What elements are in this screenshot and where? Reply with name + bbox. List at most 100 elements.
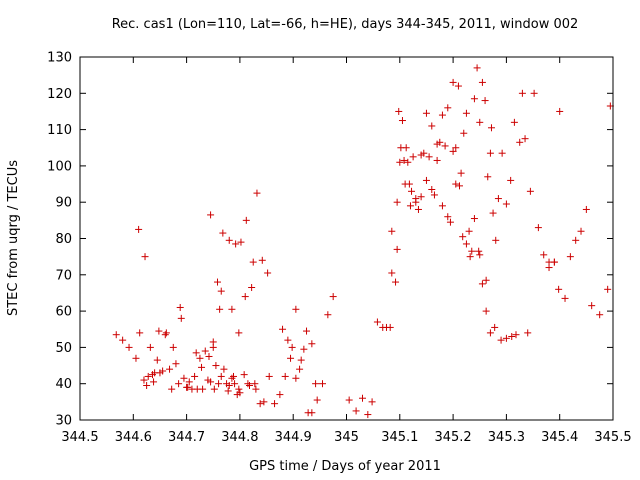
x-tick-label: 345.2 bbox=[434, 430, 471, 445]
data-point bbox=[476, 251, 484, 259]
data-point bbox=[433, 140, 441, 148]
data-point bbox=[312, 380, 320, 388]
data-point bbox=[566, 253, 574, 261]
data-point bbox=[402, 144, 410, 152]
data-point bbox=[409, 153, 417, 161]
data-point bbox=[398, 117, 406, 125]
data-point bbox=[215, 380, 223, 388]
data-point bbox=[454, 82, 462, 90]
data-point bbox=[319, 380, 327, 388]
data-point bbox=[228, 374, 236, 382]
data-point bbox=[561, 294, 569, 302]
data-point bbox=[150, 378, 158, 386]
data-point bbox=[473, 64, 481, 72]
data-point bbox=[596, 311, 604, 319]
x-tick-label: 344.9 bbox=[275, 430, 312, 445]
data-point bbox=[386, 323, 394, 331]
data-point bbox=[235, 385, 243, 393]
data-point bbox=[232, 240, 240, 248]
data-point bbox=[428, 122, 436, 130]
data-point bbox=[449, 147, 457, 155]
data-point bbox=[526, 187, 534, 195]
data-point bbox=[198, 363, 206, 371]
data-point bbox=[287, 354, 295, 362]
data-point bbox=[313, 396, 321, 404]
data-point bbox=[368, 398, 376, 406]
data-point bbox=[470, 215, 478, 223]
data-point bbox=[256, 400, 264, 408]
data-point bbox=[452, 180, 460, 188]
data-point bbox=[457, 169, 465, 177]
data-point bbox=[168, 385, 176, 393]
data-point bbox=[577, 227, 585, 235]
data-point bbox=[422, 176, 430, 184]
data-point bbox=[136, 329, 144, 337]
data-point bbox=[438, 111, 446, 119]
data-point bbox=[216, 305, 224, 313]
y-tick-label: 60 bbox=[55, 305, 72, 320]
data-point bbox=[417, 151, 425, 159]
data-point bbox=[271, 400, 279, 408]
x-tick-label: 344.7 bbox=[168, 430, 205, 445]
chart-title: Rec. cas1 (Lon=110, Lat=-66, h=HE), days… bbox=[112, 17, 579, 32]
data-point bbox=[510, 118, 518, 126]
data-point bbox=[284, 336, 292, 344]
y-tick-label: 50 bbox=[55, 341, 72, 356]
data-point bbox=[417, 193, 425, 201]
data-point bbox=[487, 124, 495, 132]
data-point bbox=[455, 182, 463, 190]
data-point bbox=[224, 387, 232, 395]
data-point bbox=[132, 354, 140, 362]
data-point bbox=[444, 104, 452, 112]
data-point bbox=[502, 334, 510, 342]
plot-frame bbox=[79, 56, 614, 421]
x-tick-label: 345.1 bbox=[381, 430, 418, 445]
x-tick-label: 345 bbox=[334, 430, 359, 445]
data-point bbox=[253, 189, 261, 197]
x-tick-label: 345.4 bbox=[541, 430, 578, 445]
data-point bbox=[297, 356, 305, 364]
data-point bbox=[177, 314, 185, 322]
data-point bbox=[408, 187, 416, 195]
data-point bbox=[475, 247, 483, 255]
data-point bbox=[470, 95, 478, 103]
data-point bbox=[486, 149, 494, 157]
data-point bbox=[468, 247, 476, 255]
data-point bbox=[292, 305, 300, 313]
data-point bbox=[155, 327, 163, 335]
data-point bbox=[422, 109, 430, 117]
data-point bbox=[308, 409, 316, 417]
data-point bbox=[364, 411, 372, 419]
data-point bbox=[185, 378, 193, 386]
data-point bbox=[550, 258, 558, 266]
data-point bbox=[388, 227, 396, 235]
data-point bbox=[214, 278, 222, 286]
data-point bbox=[251, 380, 259, 388]
data-point bbox=[393, 245, 401, 253]
data-point bbox=[462, 109, 470, 117]
data-point bbox=[492, 236, 500, 244]
data-point bbox=[329, 293, 337, 301]
x-axis-title: GPS time / Days of year 2011 bbox=[249, 459, 441, 474]
data-point bbox=[345, 396, 353, 404]
data-point bbox=[308, 340, 316, 348]
data-point bbox=[265, 372, 273, 380]
data-point bbox=[460, 129, 468, 137]
data-point bbox=[125, 343, 133, 351]
data-point bbox=[240, 371, 248, 379]
data-point bbox=[264, 269, 272, 277]
data-point bbox=[225, 236, 233, 244]
data-point bbox=[425, 153, 433, 161]
y-tick-label: 80 bbox=[55, 232, 72, 247]
data-point bbox=[588, 302, 596, 310]
data-point bbox=[572, 236, 580, 244]
data-point bbox=[281, 372, 289, 380]
data-point bbox=[217, 287, 225, 295]
data-point bbox=[146, 343, 154, 351]
data-point bbox=[237, 238, 245, 246]
y-axis: 30 40 50 60 70 80 90 100 110 120 130 bbox=[47, 51, 613, 429]
y-tick-label: 100 bbox=[47, 159, 72, 174]
data-point bbox=[459, 233, 467, 241]
data-point bbox=[303, 327, 311, 335]
